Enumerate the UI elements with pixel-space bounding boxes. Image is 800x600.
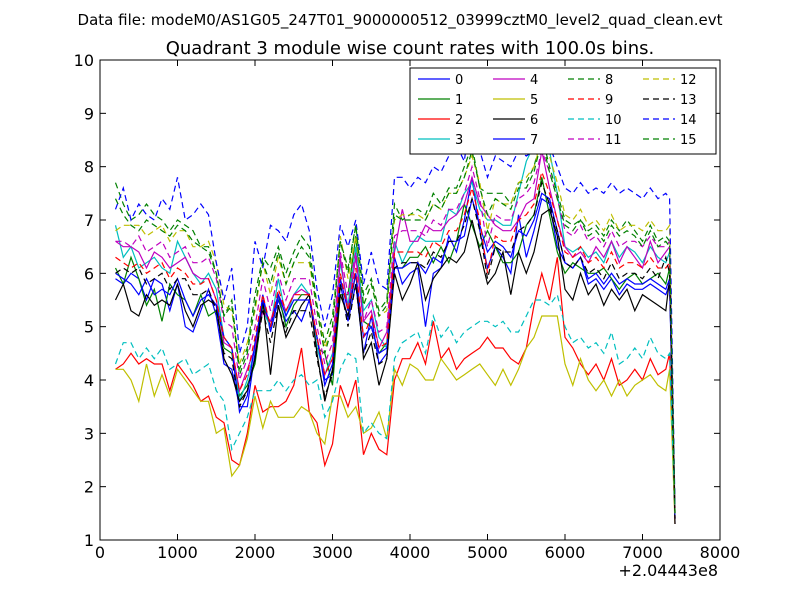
- legend-label-2: 2: [455, 113, 463, 128]
- y-tick-label: 7: [84, 211, 94, 230]
- legend-label-7: 7: [530, 133, 538, 148]
- legend-label-10: 10: [605, 113, 622, 128]
- y-tick-label: 10: [74, 51, 94, 70]
- legend-label-1: 1: [455, 93, 463, 108]
- y-tick-label: 8: [84, 158, 94, 177]
- legend-label-11: 11: [605, 133, 622, 148]
- series-line-7: [115, 192, 676, 519]
- legend-label-5: 5: [530, 93, 538, 108]
- legend-label-12: 12: [680, 73, 697, 88]
- x-tick-label: 6000: [545, 543, 586, 562]
- series-line-15: [114, 139, 676, 514]
- series-line-12: [115, 138, 676, 514]
- series-line-2: [115, 257, 676, 509]
- legend-label-0: 0: [455, 73, 463, 88]
- y-tick-label: 2: [84, 478, 94, 497]
- legend-box: [409, 67, 717, 155]
- legend-label-14: 14: [680, 113, 697, 128]
- x-tick-label: 0: [95, 543, 105, 562]
- x-offset-label: +2.04443e8: [618, 561, 718, 580]
- legend-label-15: 15: [680, 133, 697, 148]
- x-tick-label: 2000: [235, 543, 276, 562]
- series-line-9: [115, 169, 676, 519]
- legend-label-8: 8: [605, 73, 613, 88]
- legend-label-9: 9: [605, 93, 613, 108]
- series-line-4: [115, 150, 676, 525]
- chart-suptitle: Data file: modeM0/AS1G05_247T01_90000005…: [78, 11, 723, 30]
- x-tick-label: 4000: [390, 543, 431, 562]
- series-line-11: [115, 148, 676, 514]
- x-tick-label: 7000: [622, 543, 663, 562]
- series-line-10: [114, 293, 676, 514]
- x-tick-label: 5000: [467, 543, 508, 562]
- x-tick-label: 1000: [157, 543, 198, 562]
- x-tick-label: 3000: [312, 543, 353, 562]
- series-line-6: [114, 208, 676, 525]
- series-line-8: [114, 134, 676, 514]
- legend-label-3: 3: [455, 133, 463, 148]
- legend-label-13: 13: [680, 93, 697, 108]
- series-line-13: [115, 180, 676, 519]
- y-tick-label: 5: [84, 318, 94, 337]
- y-tick-label: 3: [84, 424, 94, 443]
- axes: 0 1000 2000 3000 4000 5000 6000 7000 80001234567…: [74, 51, 741, 562]
- plot-lines: [114, 102, 676, 525]
- series-line-3: [114, 116, 676, 519]
- chart-title: Quadrant 3 module wise count rates with …: [166, 38, 655, 59]
- legend-label-6: 6: [530, 113, 538, 128]
- y-tick-label: 6: [84, 264, 94, 283]
- series-line-14: [114, 102, 676, 509]
- legend-label-4: 4: [530, 73, 538, 88]
- y-tick-label: 1: [84, 531, 94, 550]
- y-tick-label: 4: [84, 371, 94, 390]
- y-tick-label: 9: [84, 104, 94, 123]
- x-tick-label: 8000: [700, 543, 741, 562]
- series-line-5: [115, 315, 676, 525]
- series-line-1: [114, 177, 676, 514]
